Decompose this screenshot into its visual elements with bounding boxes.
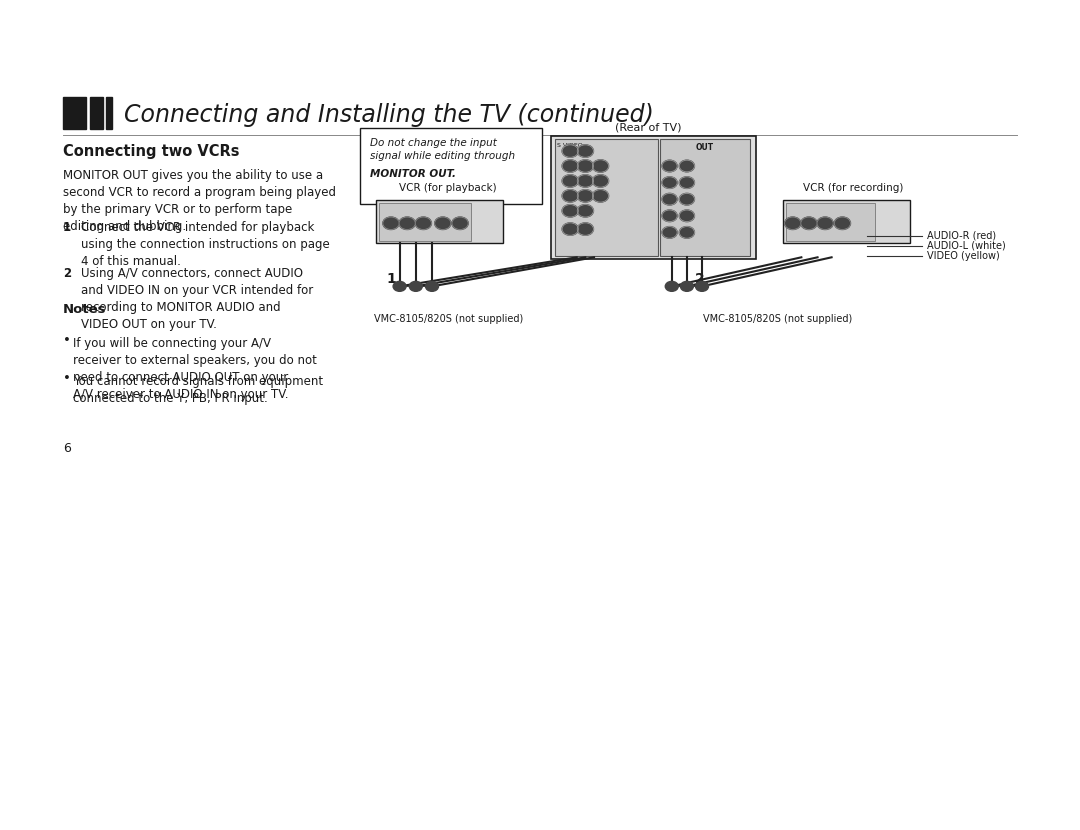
Circle shape	[400, 217, 416, 230]
Text: Connecting and Installing the TV (continued): Connecting and Installing the TV (contin…	[124, 103, 654, 126]
Text: 1: 1	[63, 221, 71, 234]
Bar	[379, 203, 471, 241]
Circle shape	[393, 281, 406, 291]
Text: •: •	[63, 372, 70, 385]
Bar	[660, 139, 750, 256]
Circle shape	[834, 217, 851, 230]
Circle shape	[665, 281, 678, 291]
Circle shape	[577, 189, 594, 202]
FancyBboxPatch shape	[360, 128, 542, 204]
Circle shape	[679, 160, 694, 172]
Circle shape	[577, 144, 594, 158]
Circle shape	[562, 189, 579, 202]
Text: 2: 2	[63, 267, 71, 281]
Text: 1: 1	[386, 272, 396, 286]
Circle shape	[562, 204, 579, 217]
Text: 2: 2	[694, 272, 705, 286]
Text: (Rear of TV): (Rear of TV)	[615, 123, 681, 133]
Circle shape	[562, 175, 579, 188]
Circle shape	[577, 159, 594, 173]
Circle shape	[577, 175, 594, 188]
Circle shape	[679, 177, 694, 188]
Text: VMC-8105/820S (not supplied): VMC-8105/820S (not supplied)	[374, 314, 523, 324]
Circle shape	[592, 175, 609, 188]
Circle shape	[679, 193, 694, 205]
Circle shape	[679, 210, 694, 222]
Circle shape	[577, 204, 594, 217]
Circle shape	[818, 217, 834, 230]
Text: OUT: OUT	[696, 143, 714, 152]
Bar	[90, 97, 103, 129]
Circle shape	[680, 281, 693, 291]
Text: Connecting two VCRs: Connecting two VCRs	[63, 144, 239, 159]
Text: VCR (for recording): VCR (for recording)	[804, 183, 903, 193]
Text: VIDEO (yellow): VIDEO (yellow)	[927, 251, 999, 261]
Circle shape	[696, 281, 708, 291]
Circle shape	[562, 144, 579, 158]
Circle shape	[662, 210, 677, 222]
Text: If you will be connecting your A/V
receiver to external speakers, you do not
nee: If you will be connecting your A/V recei…	[73, 337, 318, 401]
Text: Connect the VCR intended for playback
using the connection instructions on page
: Connect the VCR intended for playback us…	[81, 221, 329, 268]
Circle shape	[662, 193, 677, 205]
Circle shape	[451, 217, 469, 230]
Bar	[376, 200, 503, 243]
Text: MONITOR OUT gives you the ability to use a
second VCR to record a program being : MONITOR OUT gives you the ability to use…	[63, 169, 336, 233]
Text: VMC-8105/820S (not supplied): VMC-8105/820S (not supplied)	[703, 314, 852, 324]
Bar	[783, 200, 910, 243]
Text: Using A/V connectors, connect AUDIO
and VIDEO IN on your VCR intended for
record: Using A/V connectors, connect AUDIO and …	[81, 267, 313, 331]
Circle shape	[800, 217, 818, 230]
Bar	[555, 139, 658, 256]
Text: 6: 6	[63, 442, 70, 455]
Circle shape	[382, 217, 400, 230]
Text: VCR (for playback): VCR (for playback)	[400, 183, 497, 193]
Circle shape	[679, 227, 694, 238]
Bar	[551, 136, 756, 259]
Text: MONITOR OUT.: MONITOR OUT.	[370, 169, 457, 179]
Circle shape	[415, 217, 432, 230]
Bar	[106, 97, 112, 129]
Circle shape	[662, 227, 677, 238]
Circle shape	[577, 222, 594, 236]
Circle shape	[662, 177, 677, 188]
Text: •: •	[63, 334, 70, 347]
Text: You cannot record signals from equipment
connected to the Y, PB, PR input.: You cannot record signals from equipment…	[73, 375, 324, 405]
Text: AUDIO-R (red): AUDIO-R (red)	[927, 231, 996, 241]
Circle shape	[562, 222, 579, 236]
Bar	[786, 203, 876, 241]
Text: AUDIO-L (white): AUDIO-L (white)	[927, 241, 1005, 251]
Text: Notes: Notes	[63, 303, 106, 316]
Circle shape	[562, 159, 579, 173]
Circle shape	[426, 281, 438, 291]
Circle shape	[662, 160, 677, 172]
Circle shape	[592, 189, 609, 202]
Circle shape	[409, 281, 422, 291]
Text: Do not change the input
signal while editing through: Do not change the input signal while edi…	[370, 138, 515, 160]
Bar	[63, 97, 86, 129]
Text: S VIDEO: S VIDEO	[557, 143, 583, 148]
Circle shape	[784, 217, 801, 230]
Circle shape	[434, 217, 451, 230]
Circle shape	[592, 159, 609, 173]
